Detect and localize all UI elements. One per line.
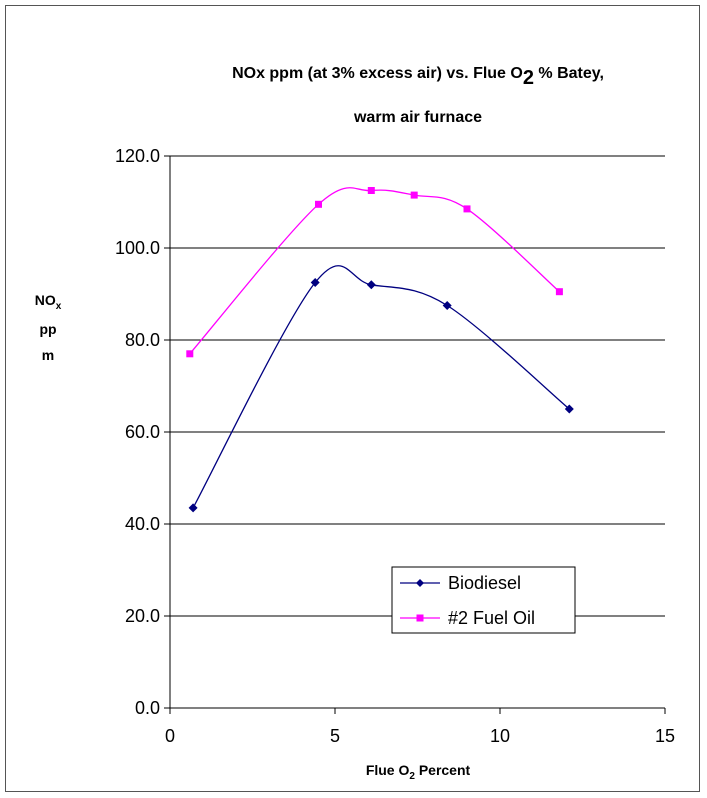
data-point	[463, 205, 471, 213]
chart-title-line2: warm air furnace	[353, 109, 482, 126]
y-tick-label: 0.0	[135, 698, 160, 718]
series-1	[186, 187, 563, 358]
chart-title-line1: NOx ppm (at 3% excess air) vs. Flue O2 %…	[232, 65, 604, 89]
x-axis-label-post: Percent	[415, 762, 471, 778]
data-point	[188, 503, 198, 513]
y-tick-label: 120.0	[115, 146, 160, 166]
series	[186, 187, 574, 513]
data-point	[315, 200, 322, 208]
data-point	[442, 301, 452, 310]
data-point	[564, 404, 574, 414]
data-point	[186, 350, 194, 358]
series-line	[192, 265, 570, 509]
x-tick-label: 15	[655, 726, 675, 746]
chart-title-post: % Batey,	[534, 65, 604, 82]
y-tick-label: 80.0	[125, 330, 160, 350]
ticks: 0.0 20.0 40.0 60.0 80.0 100.0 120.0 0 5 10 15	[115, 146, 675, 746]
data-point	[310, 278, 320, 287]
y-axis-label-line2: pp	[39, 321, 56, 337]
data-point	[555, 288, 563, 296]
y-tick-label: 40.0	[125, 514, 160, 534]
legend-fueloil-label: #2 Fuel Oil	[448, 608, 535, 628]
legend-box	[391, 566, 576, 634]
legend-fueloil-marker	[416, 614, 424, 622]
grid	[170, 155, 665, 617]
chart-title-pre: NOx ppm (at 3% excess air) vs. Flue O	[232, 65, 523, 82]
series-line	[189, 187, 560, 355]
data-point	[367, 187, 375, 194]
data-point	[366, 280, 376, 290]
y-tick-label: 60.0	[125, 422, 160, 442]
x-axis-label-pre: Flue O	[366, 762, 410, 778]
legend-biodiesel-marker	[416, 579, 424, 587]
x-axis-label: Flue O2 Percent	[366, 762, 471, 782]
x-tick-label: 5	[330, 726, 340, 746]
series-0	[188, 265, 574, 513]
x-tick-label: 10	[490, 726, 510, 746]
chart-title-sub: 2	[523, 67, 534, 89]
x-axis-label-sub: 2	[409, 771, 415, 782]
y-axis-label-sub: x	[56, 301, 62, 312]
y-axis-label-line3: m	[42, 347, 54, 363]
y-tick-label: 20.0	[125, 606, 160, 626]
data-point	[410, 191, 418, 199]
legend-biodiesel-label: Biodiesel	[448, 573, 521, 593]
y-axis-label-pre: NO	[35, 292, 56, 308]
x-tick-label: 0	[165, 726, 175, 746]
legend: Biodiesel #2 Fuel Oil	[391, 566, 576, 634]
y-tick-label: 100.0	[115, 238, 160, 258]
y-axis-label-line1: NOx	[35, 292, 62, 312]
chart-frame	[5, 5, 700, 792]
